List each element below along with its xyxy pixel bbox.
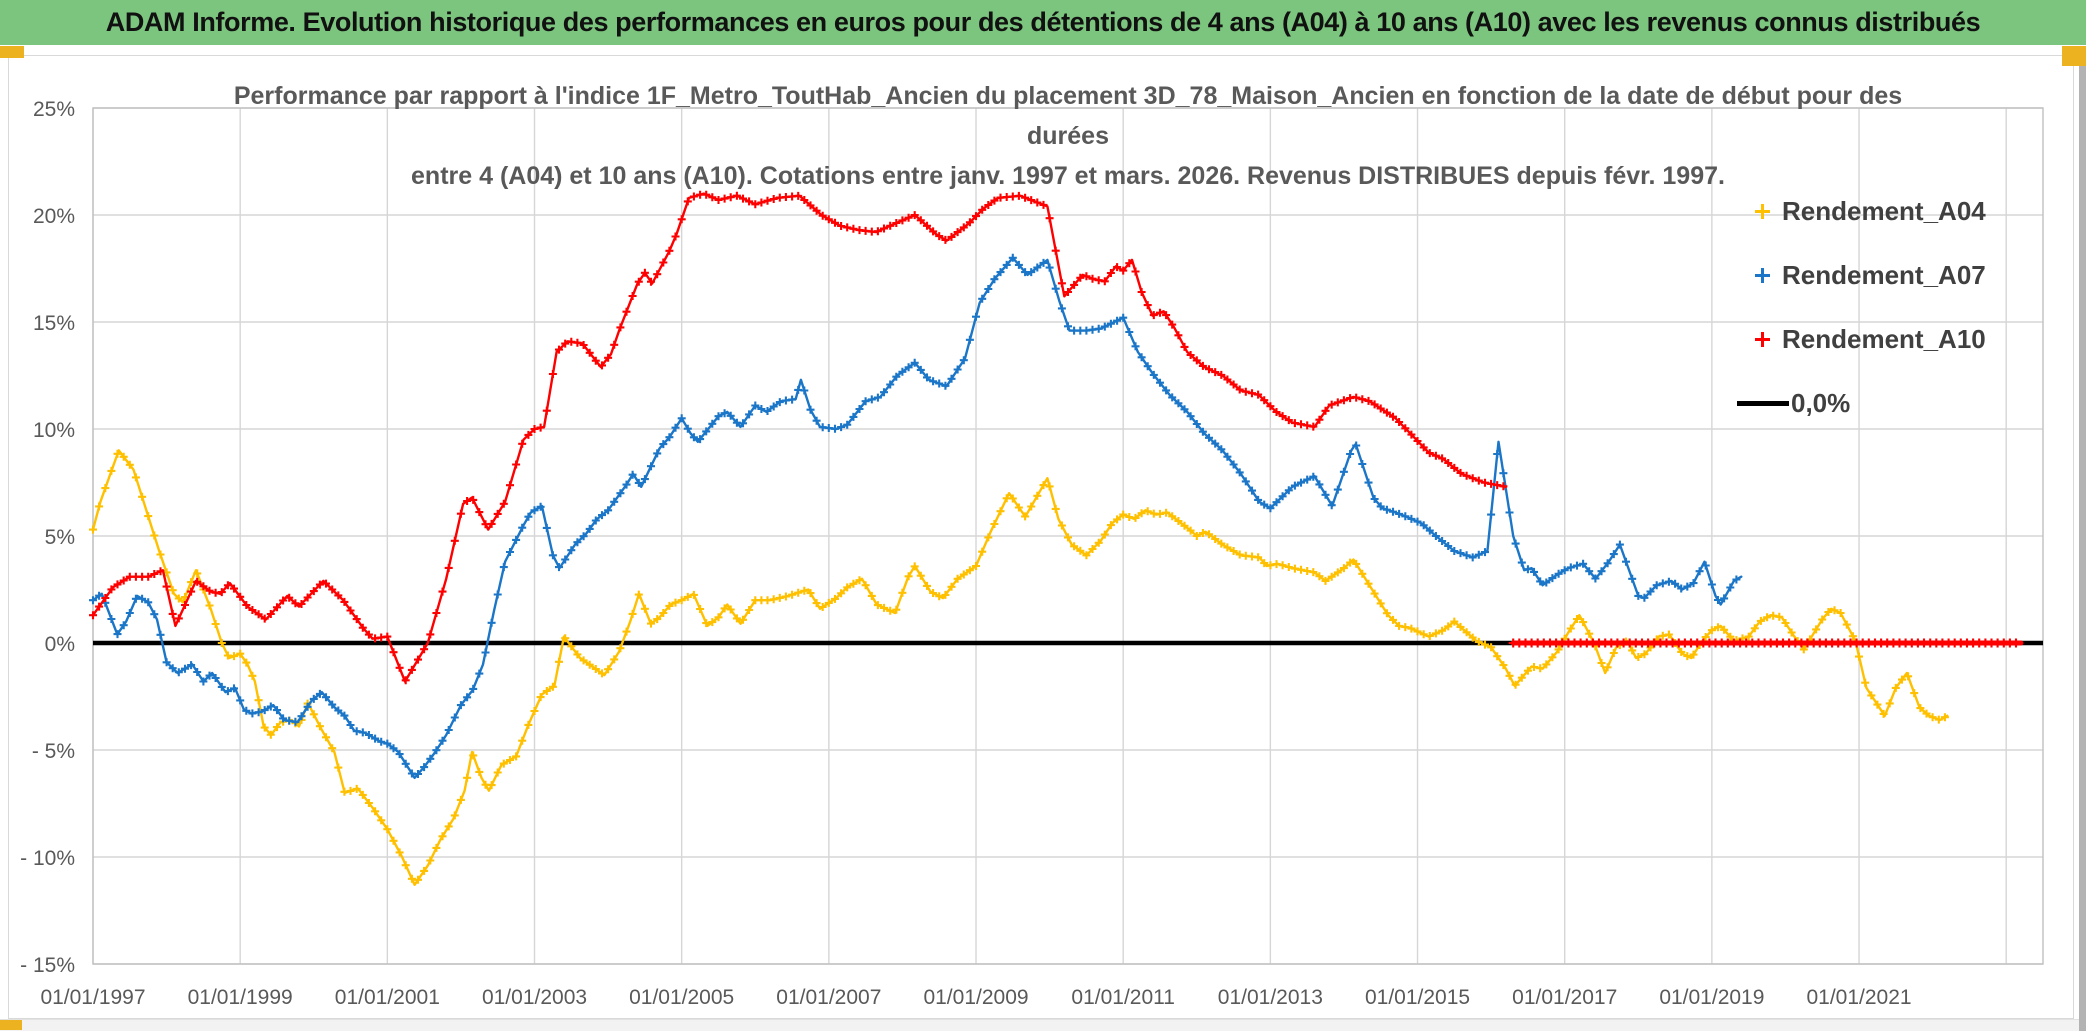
chart-legend: Rendement_A04 Rendement_A07 Rendement_A1…	[1735, 196, 2055, 419]
svg-text:01/01/1997: 01/01/1997	[40, 986, 145, 1009]
legend-label: Rendement_A07	[1782, 260, 1986, 290]
svg-text:15%: 15%	[33, 312, 75, 335]
legend-item-a07[interactable]: Rendement_A07	[1735, 260, 2055, 291]
legend-item-a10[interactable]: Rendement_A10	[1735, 324, 2055, 355]
chart-title-line-1: Performance par rapport à l'indice 1F_Me…	[233, 82, 1903, 110]
svg-text:10%: 10%	[33, 419, 75, 442]
svg-text:01/01/2007: 01/01/2007	[776, 986, 881, 1009]
svg-text:- 15%: - 15%	[20, 954, 75, 977]
plus-marker-icon	[1755, 332, 1770, 347]
svg-text:5%: 5%	[45, 526, 75, 549]
svg-text:01/01/2011: 01/01/2011	[1071, 986, 1175, 1009]
top-left-accent	[0, 46, 24, 58]
sheet-header-banner: ADAM Informe. Evolution historique des p…	[0, 0, 2086, 45]
plus-marker-icon	[1755, 268, 1770, 283]
svg-text:20%: 20%	[33, 205, 75, 228]
legend-label: Rendement_A04	[1782, 196, 1986, 226]
svg-text:01/01/2005: 01/01/2005	[629, 986, 734, 1009]
legend-label: 0,0%	[1791, 388, 1851, 418]
svg-text:25%: 25%	[33, 98, 75, 121]
legend-label: Rendement_A10	[1782, 324, 1986, 354]
bottom-left-accent	[0, 1020, 22, 1030]
svg-text:01/01/2001: 01/01/2001	[335, 986, 440, 1009]
svg-text:- 5%: - 5%	[32, 740, 75, 763]
svg-text:01/01/2021: 01/01/2021	[1806, 986, 1911, 1009]
vertical-scrollbar[interactable]	[2079, 46, 2086, 1031]
horizontal-scrollbar[interactable]	[0, 1019, 2079, 1031]
chart-title: Performance par rapport à l'indice 1F_Me…	[93, 76, 2043, 196]
legend-item-a04[interactable]: Rendement_A04	[1735, 196, 2055, 227]
svg-text:01/01/2015: 01/01/2015	[1365, 986, 1470, 1009]
sheet-header-title: ADAM Informe. Evolution historique des p…	[105, 7, 1981, 37]
svg-text:01/01/1999: 01/01/1999	[188, 986, 293, 1009]
svg-text:01/01/2017: 01/01/2017	[1512, 986, 1617, 1009]
svg-text:01/01/2019: 01/01/2019	[1659, 986, 1764, 1009]
chart-title-line-3: entre 4 (A04) et 10 ans (A10). Cotations…	[411, 162, 1725, 190]
svg-text:01/01/2003: 01/01/2003	[482, 986, 587, 1009]
top-right-accent	[2062, 46, 2086, 66]
zero-line-swatch-icon	[1737, 401, 1789, 406]
plus-marker-icon	[1755, 204, 1770, 219]
legend-item-zero-line[interactable]: 0,0%	[1735, 388, 2055, 419]
svg-text:01/01/2013: 01/01/2013	[1218, 986, 1323, 1009]
svg-text:- 10%: - 10%	[20, 847, 75, 870]
svg-text:01/01/2009: 01/01/2009	[923, 986, 1028, 1009]
svg-text:0%: 0%	[45, 633, 75, 656]
chart-title-line-2: durées	[1027, 122, 1109, 150]
